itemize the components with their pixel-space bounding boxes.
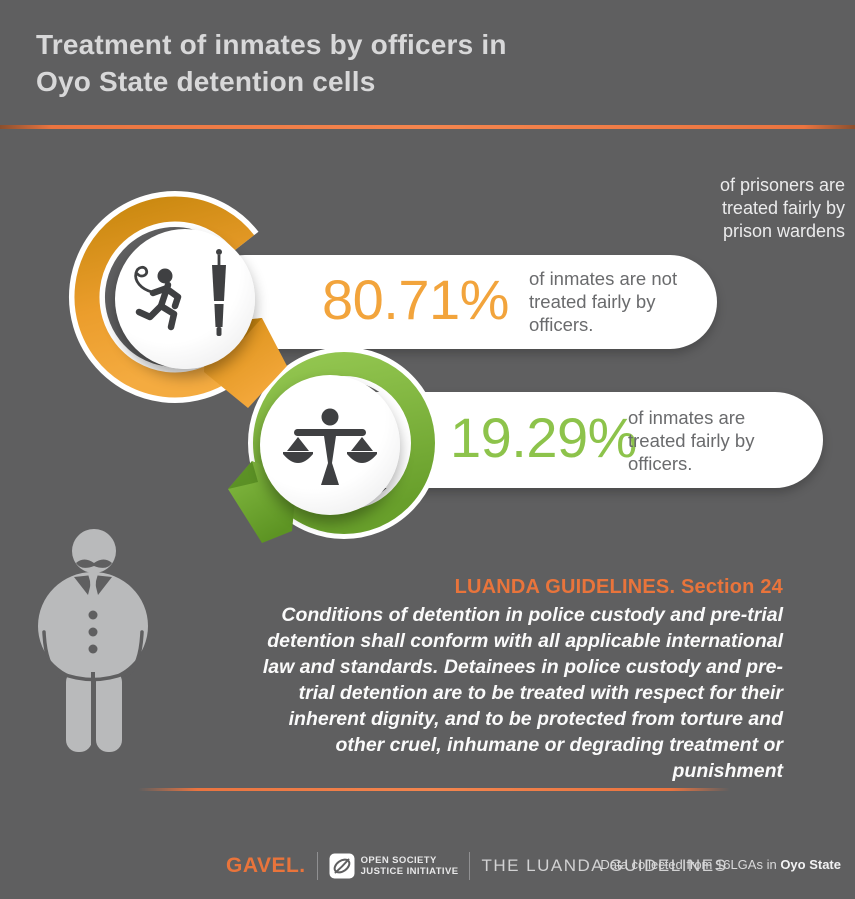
stat2-description: of inmates are treated fairly by officer… (628, 407, 755, 474)
data-note-prefix: Data collected from 16LGAs in (600, 857, 781, 872)
prison-wardens-note-line2: treated fairly by (721, 198, 845, 218)
footer-divider-1 (316, 852, 318, 880)
osji-label-line2: JUSTICE INITIATIVE (360, 866, 459, 877)
luanda-guidelines-block: LUANDA GUIDELINES. Section 24 Conditions… (235, 576, 783, 784)
prison-wardens-note-line1: of prisoners are (719, 175, 845, 195)
footer-divider-2 (469, 852, 471, 880)
scales-of-justice-icon (283, 408, 377, 485)
page-title-line2: Oyo State detention cells (36, 66, 376, 97)
stat1-description: of inmates are not treated fairly by off… (529, 268, 678, 335)
officer-with-whip-and-baton-icon (134, 249, 226, 336)
osji-label: OPEN SOCIETY JUSTICE INITIATIVE (361, 855, 459, 878)
osji-label-line1: OPEN SOCIETY (360, 854, 437, 866)
stat-pill-not-treated-fairly (198, 255, 717, 349)
data-note-emphasis: Oyo State (780, 857, 841, 872)
osji-logo-icon (329, 853, 355, 879)
gavel-logo: GAVEL. (226, 854, 306, 877)
prison-warden-icon (38, 529, 148, 752)
stat2-percentage: 19.29% (450, 406, 637, 469)
page-title: Treatment of inmates by officers in Oyo … (36, 26, 507, 100)
open-society-justice-initiative: OPEN SOCIETY JUSTICE INITIATIVE (329, 853, 459, 879)
luanda-guidelines-label: THE LUANDA GUIDELINES (481, 856, 728, 875)
footer: GAVEL. OPEN SOCIETY JUSTICE INITIATIVE T… (226, 850, 727, 882)
prison-wardens-note: of prisoners are treated fairly by priso… (720, 174, 845, 243)
page-title-line1: Treatment of inmates by officers in (36, 29, 507, 60)
guideline-heading: LUANDA GUIDELINES. Section 24 (454, 576, 783, 598)
guideline-body: Conditions of detention in police custod… (262, 604, 783, 782)
bottom-divider-line (138, 788, 730, 791)
prison-wardens-note-line3: prison wardens (722, 221, 845, 241)
stat1-percentage: 80.71% (322, 268, 509, 331)
orange-ring-arc (69, 191, 259, 403)
data-collection-note: Data collected from 16LGAs in Oyo State (600, 857, 841, 872)
stat1-icon-circle (115, 229, 255, 369)
top-divider-line (0, 125, 855, 129)
stat2-icon-circle (260, 375, 400, 515)
